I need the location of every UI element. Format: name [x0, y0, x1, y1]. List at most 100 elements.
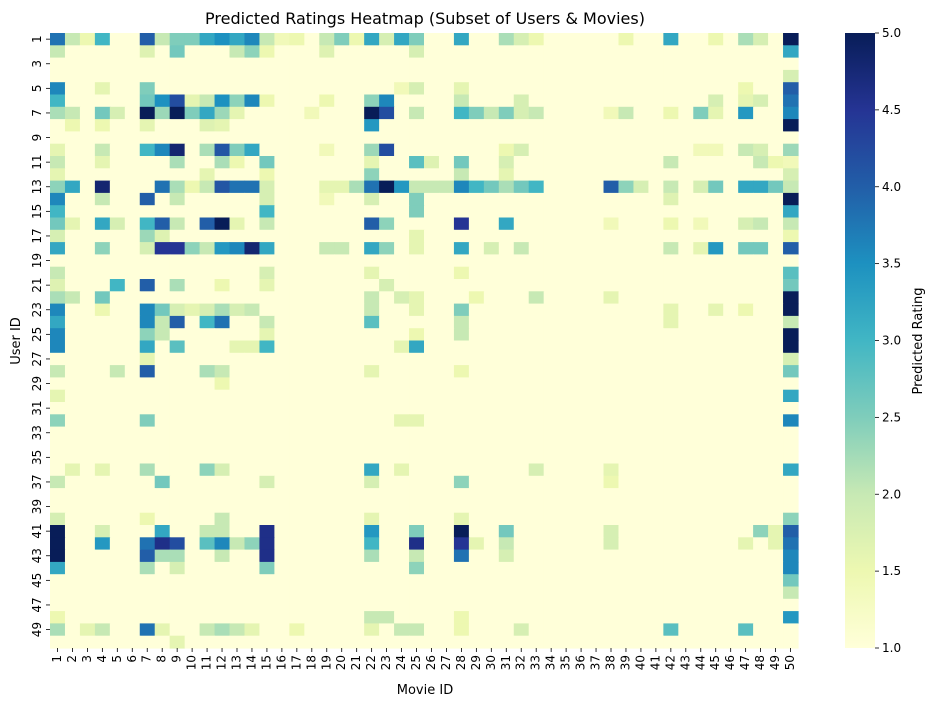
heatmap-cell	[543, 143, 560, 157]
heatmap-cell	[289, 365, 305, 378]
heatmap-cell	[274, 168, 290, 182]
heatmap-cell	[154, 106, 171, 120]
heatmap-cell	[274, 438, 290, 452]
heatmap-cell	[259, 635, 275, 649]
heatmap-cell	[229, 389, 246, 403]
heatmap-cell	[229, 291, 246, 305]
heatmap-cell	[603, 561, 620, 575]
heatmap-cell	[753, 598, 769, 612]
heatmap-cell	[364, 217, 380, 231]
heatmap-cell	[678, 549, 694, 563]
heatmap-cell	[214, 340, 231, 354]
heatmap-cell	[334, 229, 350, 243]
heatmap-cell	[64, 143, 81, 157]
heatmap-cell	[513, 242, 530, 255]
heatmap-cell	[184, 156, 201, 169]
heatmap-cell	[453, 57, 470, 71]
heatmap-cell	[334, 500, 350, 514]
heatmap-cell	[94, 500, 111, 514]
heatmap-cell	[139, 623, 156, 637]
heatmap-cell	[334, 537, 350, 551]
heatmap-cell	[543, 303, 560, 317]
heatmap-cell	[483, 463, 500, 477]
heatmap-cell	[304, 168, 320, 182]
heatmap-cell	[199, 475, 216, 489]
heatmap-cell	[618, 426, 635, 440]
heatmap-cell	[229, 451, 246, 465]
heatmap-cell	[678, 279, 694, 292]
heatmap-cell	[124, 180, 141, 194]
heatmap-cell	[199, 402, 216, 415]
heatmap-cell	[124, 377, 141, 391]
heatmap-cell	[154, 377, 171, 391]
heatmap-cell	[498, 438, 515, 452]
heatmap-cell	[349, 537, 365, 551]
heatmap-cell	[543, 254, 560, 268]
heatmap-cell	[289, 488, 305, 501]
heatmap-cell	[528, 340, 545, 354]
heatmap-cell	[184, 500, 201, 514]
heatmap-cell	[169, 512, 186, 526]
heatmap-cell	[139, 33, 156, 46]
heatmap-cell	[573, 586, 590, 600]
heatmap-cell	[154, 291, 171, 305]
heatmap-cell	[528, 438, 545, 452]
heatmap-cell	[603, 537, 620, 551]
heatmap-cell	[618, 549, 635, 563]
heatmap-cell	[409, 279, 425, 292]
heatmap-cell	[723, 402, 739, 415]
heatmap-cell	[633, 254, 649, 268]
x-tick-label: 39	[618, 655, 632, 670]
heatmap-cell	[169, 205, 186, 219]
heatmap-cell	[588, 574, 605, 588]
heatmap-cell	[289, 438, 305, 452]
heatmap-cell	[169, 328, 186, 342]
heatmap-cell	[154, 611, 171, 624]
heatmap-cell	[184, 537, 201, 551]
heatmap-cell	[319, 143, 335, 157]
heatmap-cell	[573, 315, 590, 329]
heatmap-cell	[409, 402, 425, 415]
heatmap-cell	[274, 119, 290, 132]
heatmap-cell	[723, 475, 739, 489]
heatmap-cell	[648, 94, 664, 108]
heatmap-cell	[753, 500, 769, 514]
heatmap-cell	[453, 45, 470, 59]
heatmap-cell	[438, 69, 455, 83]
heatmap-cell	[409, 574, 425, 588]
heatmap-cell	[50, 57, 66, 71]
heatmap-cell	[693, 291, 709, 305]
heatmap-cell	[379, 512, 395, 526]
heatmap-cell	[483, 389, 500, 403]
heatmap-cell	[184, 229, 201, 243]
heatmap-cell	[603, 438, 620, 452]
heatmap-cell	[409, 365, 425, 378]
heatmap-cell	[94, 45, 111, 59]
heatmap-cell	[618, 365, 635, 378]
heatmap-cell	[573, 57, 590, 71]
heatmap-cell	[199, 279, 216, 292]
heatmap-cell	[259, 266, 275, 280]
heatmap-cell	[109, 512, 126, 526]
heatmap-cell	[304, 340, 320, 354]
heatmap-cell	[364, 131, 380, 145]
heatmap-cell	[259, 549, 275, 563]
heatmap-cell	[274, 303, 290, 317]
heatmap-cell	[573, 217, 590, 231]
heatmap-cell	[513, 57, 530, 71]
heatmap-cell	[468, 180, 485, 194]
y-tick-label: 21	[30, 278, 44, 293]
heatmap-cell	[199, 598, 216, 612]
heatmap-cell	[64, 192, 81, 206]
heatmap-cell	[50, 611, 66, 624]
heatmap-cell	[184, 168, 201, 182]
heatmap-cell	[453, 242, 470, 255]
heatmap-cell	[349, 635, 365, 649]
heatmap-cell	[214, 389, 231, 403]
heatmap-cell	[139, 180, 156, 194]
heatmap-cell	[139, 352, 156, 366]
heatmap-cell	[124, 512, 141, 526]
heatmap-cell	[124, 94, 141, 108]
heatmap-cell	[558, 82, 575, 96]
heatmap-cell	[528, 414, 545, 428]
